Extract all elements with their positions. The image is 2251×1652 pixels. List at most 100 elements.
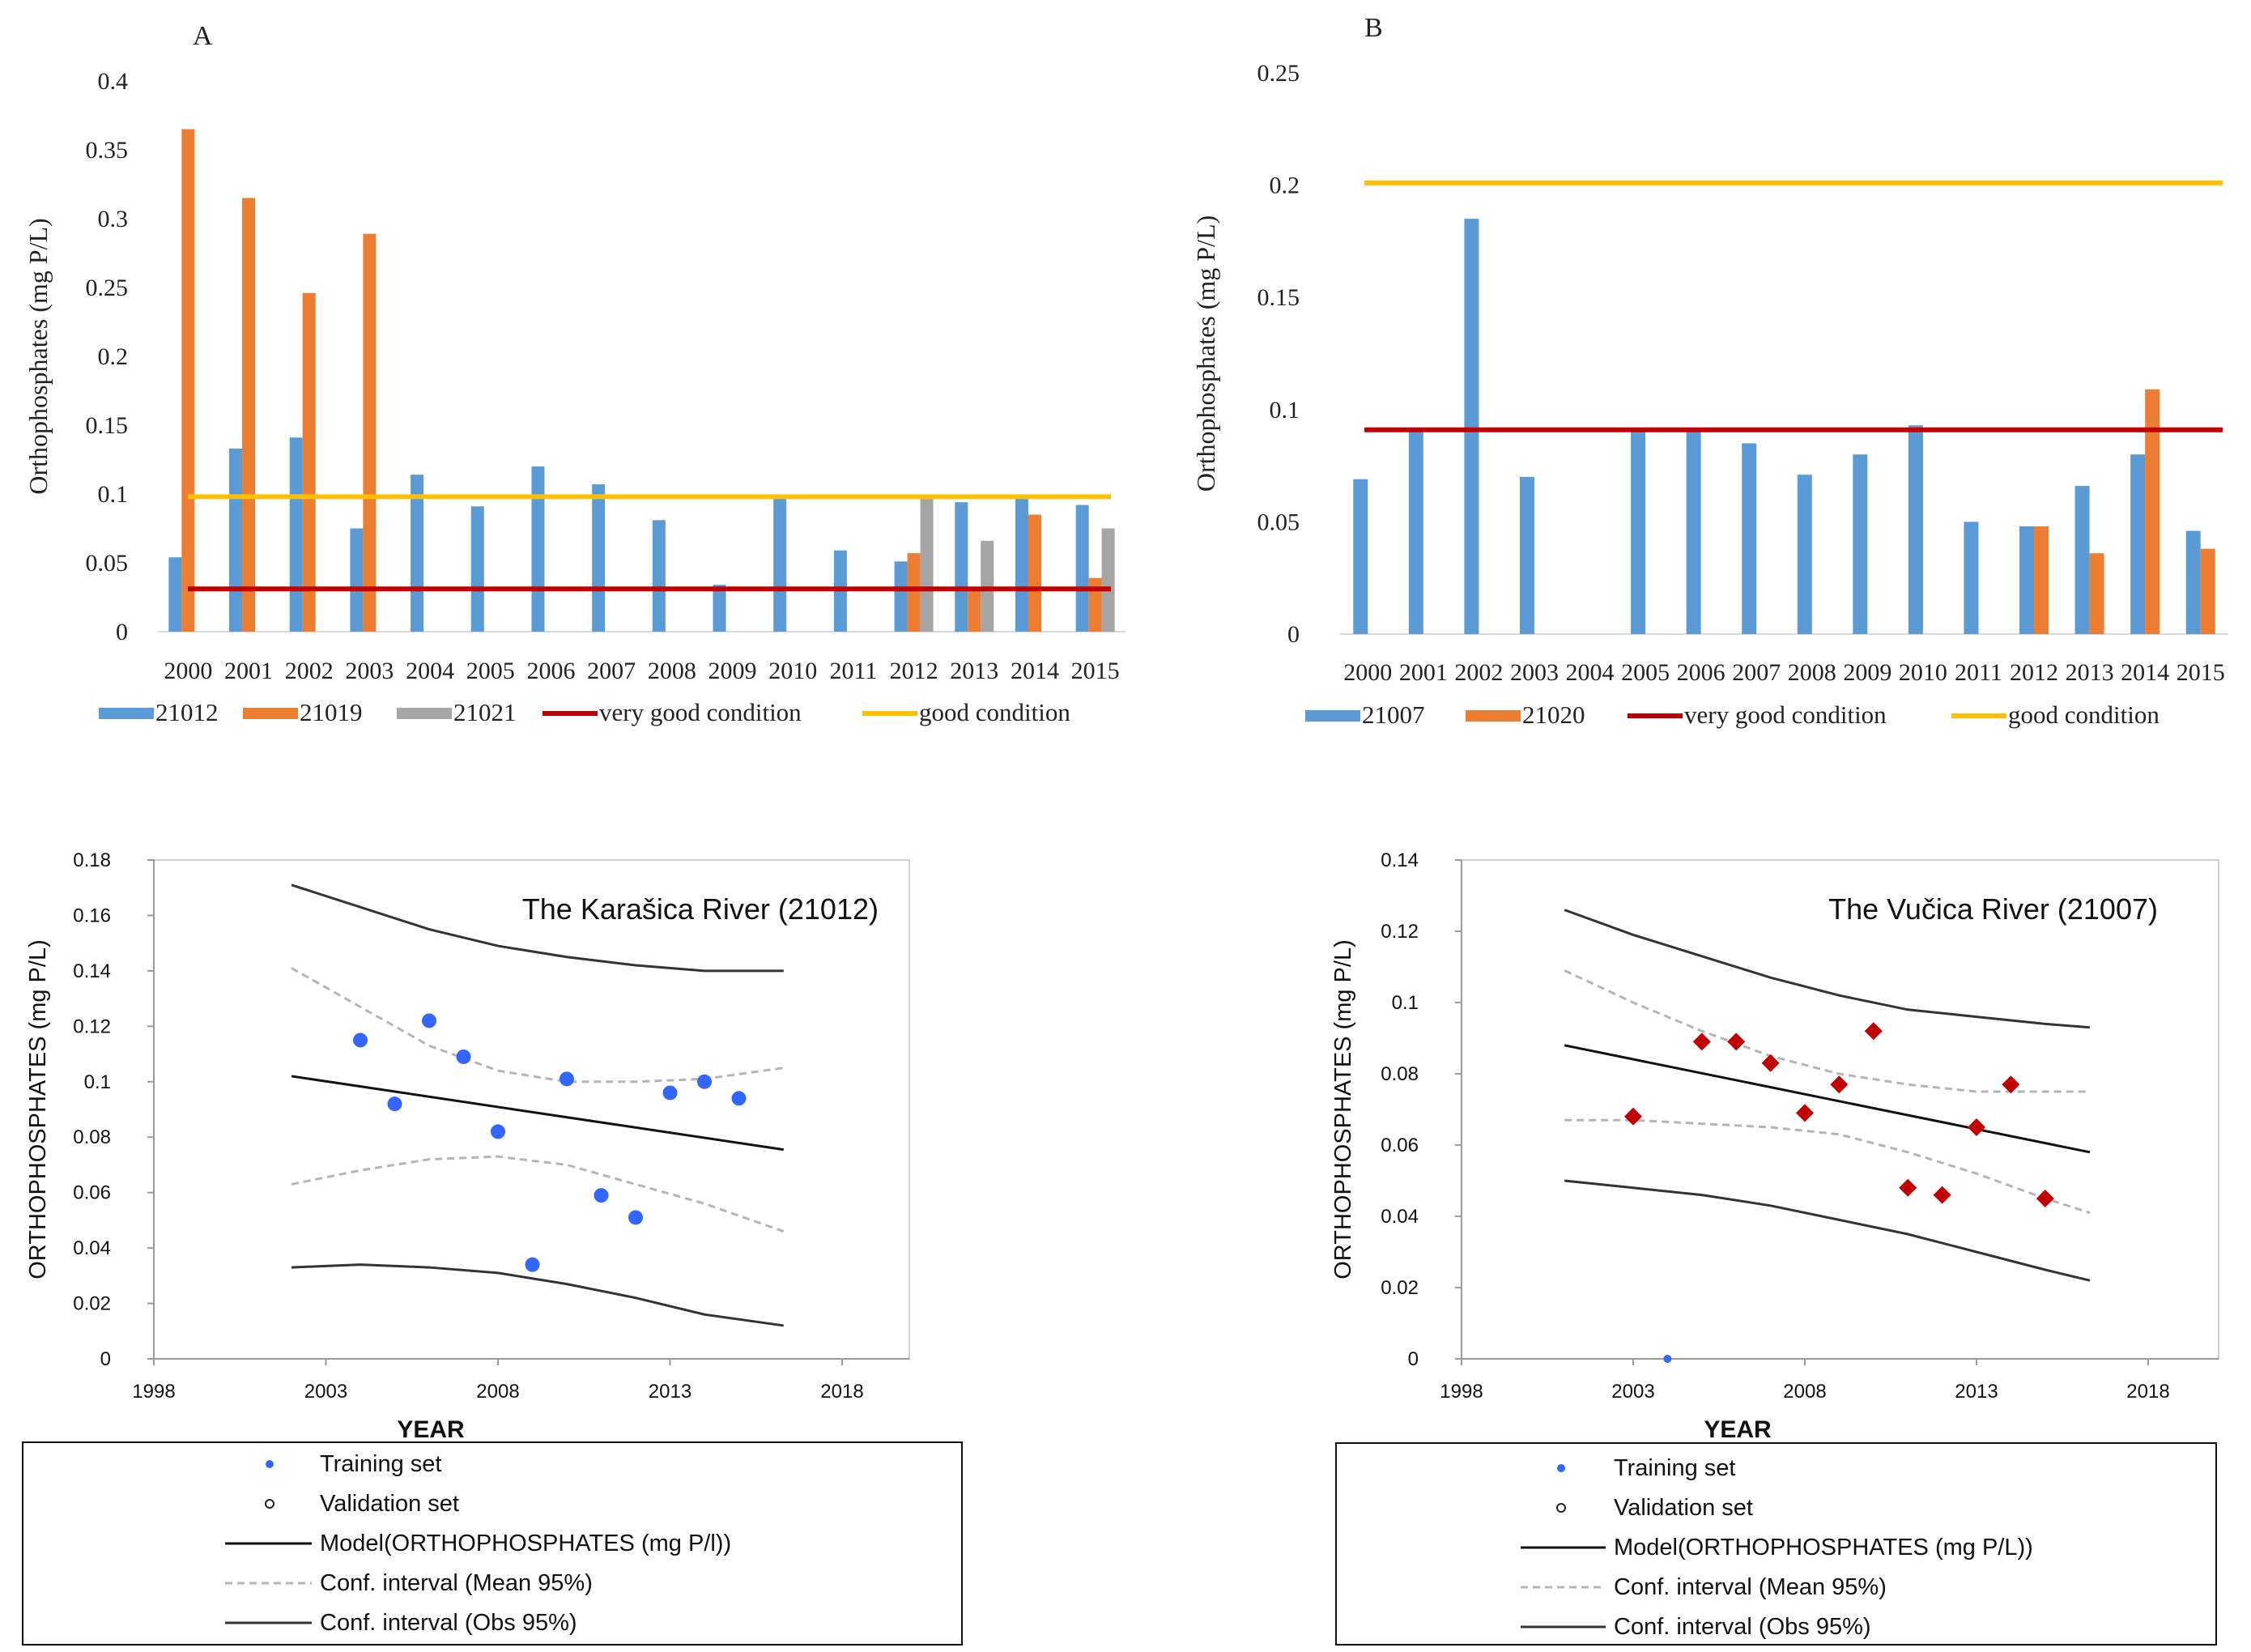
- y-tick-label: 0.05: [1257, 509, 1300, 535]
- y-axis-title: Orthophosphates (mg P/L): [1191, 215, 1220, 492]
- bar-21019-2002: [302, 292, 316, 632]
- x-tick-label: 2002: [1454, 659, 1503, 686]
- y-tick-label: 0.4: [98, 68, 129, 95]
- data-point: [2036, 1190, 2054, 1207]
- data-point: [456, 1049, 471, 1064]
- panel-letter: B: [1364, 13, 1383, 43]
- bar-21021-2013: [981, 540, 994, 632]
- data-point: [1796, 1104, 1814, 1122]
- y-tick-label: 0: [1287, 621, 1300, 648]
- bar-21020-2013: [2089, 553, 2104, 634]
- legend-label: good condition: [919, 698, 1070, 726]
- y-tick-label: 0.18: [73, 849, 111, 871]
- legend-label: Conf. interval (Mean 95%): [1614, 1574, 1887, 1600]
- bar-21012-2014: [1015, 496, 1028, 632]
- data-point: [1864, 1022, 1883, 1041]
- legend-label: Training set: [1614, 1455, 1735, 1481]
- x-tick-label: 2004: [1566, 659, 1615, 686]
- ci-mean-upper: [1564, 969, 2090, 1093]
- y-tick-label: 0.02: [1381, 1277, 1419, 1299]
- legend-box: [22, 1441, 963, 1646]
- bar-21007-2015: [2185, 530, 2201, 634]
- ci-obs-lower: [1564, 1179, 2091, 1282]
- data-point: [1933, 1186, 1951, 1204]
- x-tick-label: 2008: [1788, 659, 1836, 686]
- x-tick-label: 2008: [476, 1381, 519, 1403]
- legend-label: Training set: [320, 1451, 441, 1477]
- y-tick-label: 0.15: [86, 412, 129, 439]
- x-tick-label: 2013: [649, 1381, 691, 1403]
- bar-21012-2009: [713, 585, 726, 632]
- bar-21012-2000: [168, 557, 182, 632]
- y-tick-label: 0: [116, 619, 128, 645]
- y-axis-title: ORTHOPHOSPHATES (mg P/L): [1330, 939, 1356, 1279]
- bar-21007-2002: [1464, 219, 1479, 634]
- chart-title: The Karašica River (21012): [522, 892, 879, 926]
- data-point: [1761, 1054, 1780, 1072]
- y-tick-label: 0.06: [73, 1182, 111, 1204]
- x-tick-label: 2012: [890, 658, 938, 684]
- legend-label: very good condition: [1684, 700, 1887, 729]
- data-point: [491, 1124, 505, 1139]
- x-tick-label: 2010: [1899, 659, 1947, 686]
- legend-label: Validation set: [320, 1491, 459, 1517]
- data-point: [1692, 1032, 1711, 1051]
- bar-21012-2001: [229, 448, 243, 632]
- y-tick-label: 0.16: [73, 905, 111, 926]
- x-tick-label: 2005: [1621, 659, 1670, 686]
- bar-21019-2000: [181, 129, 195, 632]
- legend-symbol-validation: [1556, 1503, 1566, 1513]
- bar-21012-2005: [470, 506, 484, 632]
- bar-21012-2010: [773, 496, 787, 632]
- data-point: [1624, 1107, 1642, 1126]
- data-point: [1830, 1075, 1849, 1094]
- bar-21007-2011: [1964, 522, 1979, 634]
- data-point: [628, 1210, 643, 1225]
- y-tick-label: 0.06: [1381, 1135, 1419, 1156]
- legend-label: 21020: [1522, 700, 1585, 729]
- y-tick-label: 0.15: [1257, 284, 1300, 311]
- legend-label: 21019: [300, 698, 363, 726]
- x-axis-title: YEAR: [397, 1416, 465, 1443]
- y-tick-label: 0.25: [86, 275, 129, 301]
- x-tick-label: 2001: [224, 658, 273, 684]
- bar-21007-2001: [1408, 429, 1423, 634]
- data-point: [662, 1085, 678, 1101]
- legend-swatch: [1466, 710, 1521, 722]
- y-tick-label: 0.25: [1257, 60, 1300, 87]
- bar-21019-2001: [242, 198, 256, 632]
- bar-21007-2006: [1686, 429, 1701, 634]
- x-tick-label: 2015: [2177, 659, 2225, 686]
- bar-21012-2006: [531, 466, 545, 632]
- chart-d: 0 0.02 0.04 0.06 0.08 0.1 0.12 0.14 1998 2003 2008…: [1330, 849, 2219, 1646]
- x-tick-label: 2011: [829, 658, 877, 684]
- legend-label: very good condition: [599, 698, 802, 726]
- bar-21019-2013: [968, 587, 981, 632]
- bar-21007-2008: [1797, 475, 1812, 634]
- y-tick-label: 0.2: [1270, 172, 1300, 199]
- legend-label: Model(ORTHOPHOSPHATES (mg P/L)): [1614, 1535, 2033, 1560]
- bar-21007-2014: [2130, 454, 2146, 634]
- x-tick-label: 2008: [648, 658, 696, 684]
- chart-b: B 0 0.05 0.1 0.15 0.2 0.25 Orthophosphates (mg …: [1191, 13, 2228, 729]
- y-tick-label: 0: [100, 1348, 111, 1370]
- x-tick-label: 2014: [1011, 658, 1059, 684]
- ci-obs-upper: [291, 883, 784, 973]
- y-tick-label: 0.1: [84, 1071, 111, 1093]
- bar-21019-2012: [907, 553, 921, 632]
- bar-21021-2015: [1101, 528, 1115, 632]
- bar-21021-2012: [920, 496, 934, 632]
- legend-swatch: [1305, 710, 1360, 722]
- y-tick-label: 0.08: [1381, 1063, 1419, 1085]
- data-point: [594, 1188, 609, 1203]
- y-tick-label: 0.2: [98, 343, 129, 370]
- x-tick-label: 2009: [1843, 659, 1891, 686]
- bar-21012-2008: [652, 520, 666, 632]
- x-tick-label: 2011: [1955, 659, 2002, 686]
- x-tick-label: 2008: [1783, 1381, 1826, 1403]
- data-point: [2002, 1075, 2020, 1094]
- ci-obs-upper: [1564, 909, 2091, 1029]
- bar-21012-2004: [411, 475, 424, 632]
- data-point: [1968, 1118, 1985, 1136]
- bar-21012-2015: [1075, 505, 1089, 632]
